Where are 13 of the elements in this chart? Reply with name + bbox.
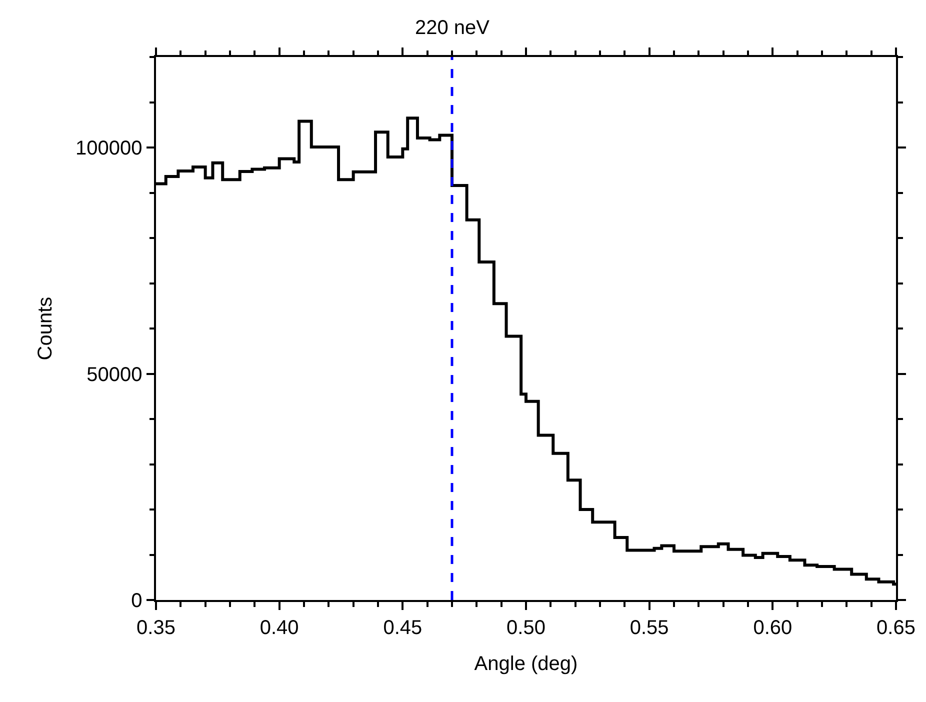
y-tick-label: 50000 <box>86 364 142 386</box>
ref-line-label: 220 neV <box>415 17 490 39</box>
x-tick-label: 0.55 <box>630 616 669 639</box>
x-tick-label: 0.35 <box>136 616 176 639</box>
x-axis-title: Angle (deg) <box>474 652 578 675</box>
x-tick-label: 0.45 <box>383 616 422 639</box>
x-tick-label: 0.40 <box>260 616 299 639</box>
x-tick-label: 0.50 <box>506 616 546 639</box>
y-tick-label: 0 <box>131 590 142 612</box>
y-tick-label: 100000 <box>76 138 142 160</box>
x-tick-label: 0.60 <box>753 616 792 639</box>
y-axis-title: Counts <box>34 296 56 360</box>
x-tick-label: 0.65 <box>876 616 916 639</box>
